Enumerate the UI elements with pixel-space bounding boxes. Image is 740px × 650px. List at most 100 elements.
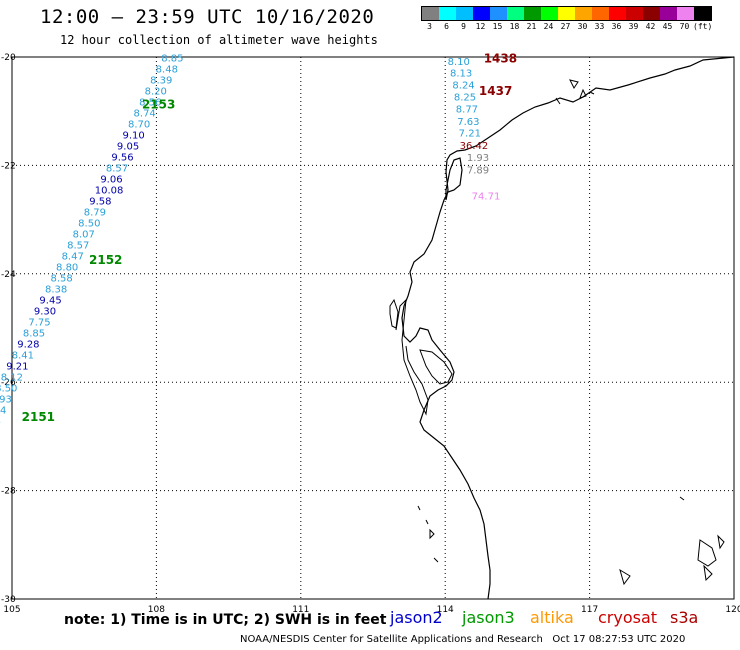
colorbar-swatch xyxy=(643,7,660,20)
legend-item-jason3: jason3 xyxy=(462,608,515,627)
wave-height-label: 8.85 xyxy=(23,329,45,340)
wave-height-label: 8.58 xyxy=(51,274,73,285)
colorbar-swatch xyxy=(422,7,439,20)
colorbar-label: 70 xyxy=(679,22,690,31)
plot-frame xyxy=(11,56,735,600)
colorbar-swatch xyxy=(592,7,609,20)
page-subtitle: 12 hour collection of altimeter wave hei… xyxy=(60,33,378,47)
pass-time-label: 1438 xyxy=(484,51,517,65)
colorbar-swatch xyxy=(507,7,524,20)
wave-height-label: 8.93 xyxy=(0,395,12,406)
colorbar-labels: 3 6 9 12 15 18 21 24 27 30 33 36 39 42 45 70 (ft) xyxy=(421,22,713,31)
colorbar-label: 24 xyxy=(543,22,554,31)
lat-tick-label: -26 xyxy=(1,378,16,388)
colorbar-label: 36 xyxy=(611,22,622,31)
colorbar-swatch xyxy=(609,7,626,20)
lat-tick-label: -30 xyxy=(1,595,16,605)
colorbar-swatch xyxy=(456,7,473,20)
lat-lon-grid xyxy=(12,57,734,599)
wave-height-label: 7.75 xyxy=(28,318,50,329)
lon-tick-label: 120 xyxy=(725,605,740,615)
wave-height-label: 7.89 xyxy=(467,166,489,177)
legend-item-cryosat: cryosat xyxy=(598,608,658,627)
lat-tick-label: -22 xyxy=(1,161,16,171)
wave-height-label: 8.24 xyxy=(452,80,474,91)
lon-tick-label: 105 xyxy=(3,605,20,615)
wave-height-label: 10.08 xyxy=(95,185,124,196)
wave-height-label: 74.71 xyxy=(472,192,501,203)
colorbar-label: 45 xyxy=(662,22,673,31)
colorbar-label: 33 xyxy=(594,22,605,31)
pass-time-label: 2152 xyxy=(89,253,122,267)
wave-height-label: 8.12 xyxy=(1,373,23,384)
wave-height-label: 8.79 xyxy=(84,207,106,218)
lon-tick-label: 108 xyxy=(148,605,165,615)
wave-height-label: 8.74 xyxy=(134,108,156,119)
wave-height-label: 8.10 xyxy=(448,57,470,68)
legend-item-s3a: s3a xyxy=(670,608,699,627)
pass-time-label: 2151 xyxy=(22,410,55,424)
colorbar-label: 9 xyxy=(461,22,466,31)
footer-credit: NOAA/NESDIS Center for Satellite Applica… xyxy=(240,634,686,645)
australia-coastline xyxy=(401,56,735,600)
colorbar-label: 21 xyxy=(526,22,537,31)
wave-height-label: 8.57 xyxy=(67,240,89,251)
colorbar-label: 6 xyxy=(444,22,449,31)
colorbar-swatch xyxy=(439,7,456,20)
track-west-heights: 8.858.488.398.208.568.748.709.109.059.56… xyxy=(0,53,183,427)
colorbar-swatch xyxy=(524,7,541,20)
shark-bay-peninsula xyxy=(395,298,429,416)
colorbar-swatch xyxy=(575,7,592,20)
pass-time-label: 1437 xyxy=(479,84,512,98)
wave-height-label: 8.39 xyxy=(150,75,172,86)
wave-height-label: 8.20 xyxy=(145,86,167,97)
wave-height-label: 7.63 xyxy=(457,117,479,128)
colorbar-label: 42 xyxy=(645,22,656,31)
lat-tick-label: -24 xyxy=(1,270,16,280)
wave-height-label: 8.25 xyxy=(454,92,476,103)
footer-note: note: 1) Time is in UTC; 2) SWH is in fe… xyxy=(64,612,387,628)
wave-height-label: 9.45 xyxy=(39,296,61,307)
lat-tick-label: -28 xyxy=(1,487,16,497)
colorbar-swatch xyxy=(626,7,643,20)
colorbar-swatch xyxy=(473,7,490,20)
lon-tick-label: 114 xyxy=(437,605,454,615)
wave-height-label: 8.50 xyxy=(78,218,100,229)
wave-height-label: 8.77 xyxy=(456,104,478,115)
wave-height-label: 8.38 xyxy=(45,285,67,296)
lon-tick-label: 111 xyxy=(292,605,309,615)
wave-height-label: 9.30 xyxy=(34,307,56,318)
colorbar-swatch xyxy=(660,7,677,20)
wave-height-label: 8.57 xyxy=(106,163,128,174)
wave-height-label: 8.50 xyxy=(0,384,17,395)
wave-height-label: 8.48 xyxy=(156,64,178,75)
wave-height-label: 8.80 xyxy=(56,263,78,274)
colorbar xyxy=(421,6,712,21)
colorbar-label: 3 xyxy=(427,22,432,31)
wave-height-label: 9.28 xyxy=(17,340,39,351)
lat-tick-label: -20 xyxy=(1,53,16,63)
colorbar-label: (ft) xyxy=(693,22,713,31)
colorbar-label: 27 xyxy=(560,22,571,31)
wave-height-label: 9.58 xyxy=(89,196,111,207)
colorbar-swatch xyxy=(677,7,694,20)
pass-time-labels: 215321522151215014381437 xyxy=(22,51,517,424)
wave-height-label: 8.41 xyxy=(12,351,34,362)
wave-height-label: 9.10 xyxy=(122,130,144,141)
colorbar-label: 18 xyxy=(509,22,520,31)
colorbar-label: 15 xyxy=(492,22,503,31)
colorbar-swatch xyxy=(541,7,558,20)
wave-height-label: 9.21 xyxy=(6,362,28,373)
colorbar-label: 39 xyxy=(628,22,639,31)
colorbar-swatch xyxy=(490,7,507,20)
colorbar-label: 30 xyxy=(577,22,588,31)
page-title: 12:00 – 23:59 UTC 10/16/2020 xyxy=(40,6,375,28)
wave-height-label: 8.85 xyxy=(161,53,183,64)
colorbar-swatch xyxy=(694,7,711,20)
pass-time-label: 2153 xyxy=(142,97,175,111)
dirk-hartog-island xyxy=(389,298,399,329)
wave-height-label: 8.07 xyxy=(73,229,95,240)
lon-tick-label: 117 xyxy=(581,605,598,615)
